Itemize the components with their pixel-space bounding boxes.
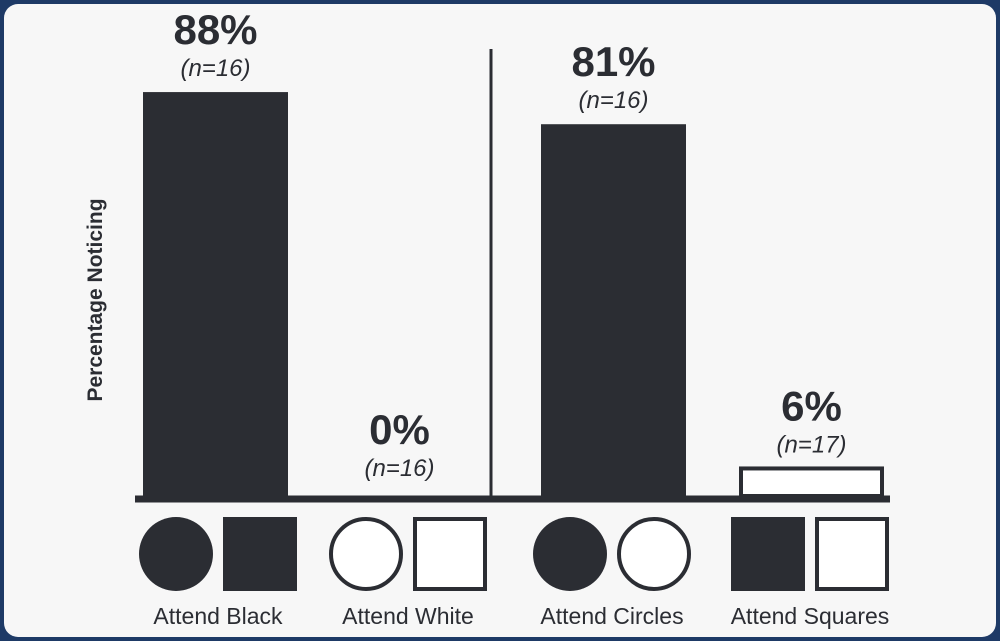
n-label-3: (n=16) <box>578 87 648 114</box>
chart-frame: Percentage Noticing (n=16) 88% (n=16) 0% (n=… <box>4 4 996 637</box>
filled-circle-icon <box>139 517 213 591</box>
open-circle-icon <box>617 517 691 591</box>
category-label-3: Attend Circles <box>540 603 683 629</box>
n-label-2: (n=16) <box>364 455 434 482</box>
category-label-2: Attend White <box>342 603 474 629</box>
y-axis-label: Percentage Noticing <box>84 198 107 401</box>
open-square-icon <box>413 517 487 591</box>
value-label-2: 0% <box>369 406 430 453</box>
value-label-1: 88% <box>173 6 257 53</box>
filled-square-icon <box>223 517 297 591</box>
bar-chart: Percentage Noticing (n=16)88%(n=16)0%(n=… <box>84 6 890 629</box>
filled-square-icon <box>731 517 805 591</box>
value-label-4: 6% <box>781 382 842 429</box>
n-label-1: (n=16) <box>180 55 250 82</box>
n-label-4: (n=17) <box>776 431 846 458</box>
open-square-icon <box>815 517 889 591</box>
bar-1 <box>143 92 288 496</box>
value-label-3: 81% <box>571 38 655 85</box>
category-label-4: Attend Squares <box>731 603 890 629</box>
open-circle-icon <box>329 517 403 591</box>
bar-3 <box>541 124 686 497</box>
bar-4 <box>739 466 884 498</box>
filled-circle-icon <box>533 517 607 591</box>
category-label-1: Attend Black <box>153 603 283 629</box>
